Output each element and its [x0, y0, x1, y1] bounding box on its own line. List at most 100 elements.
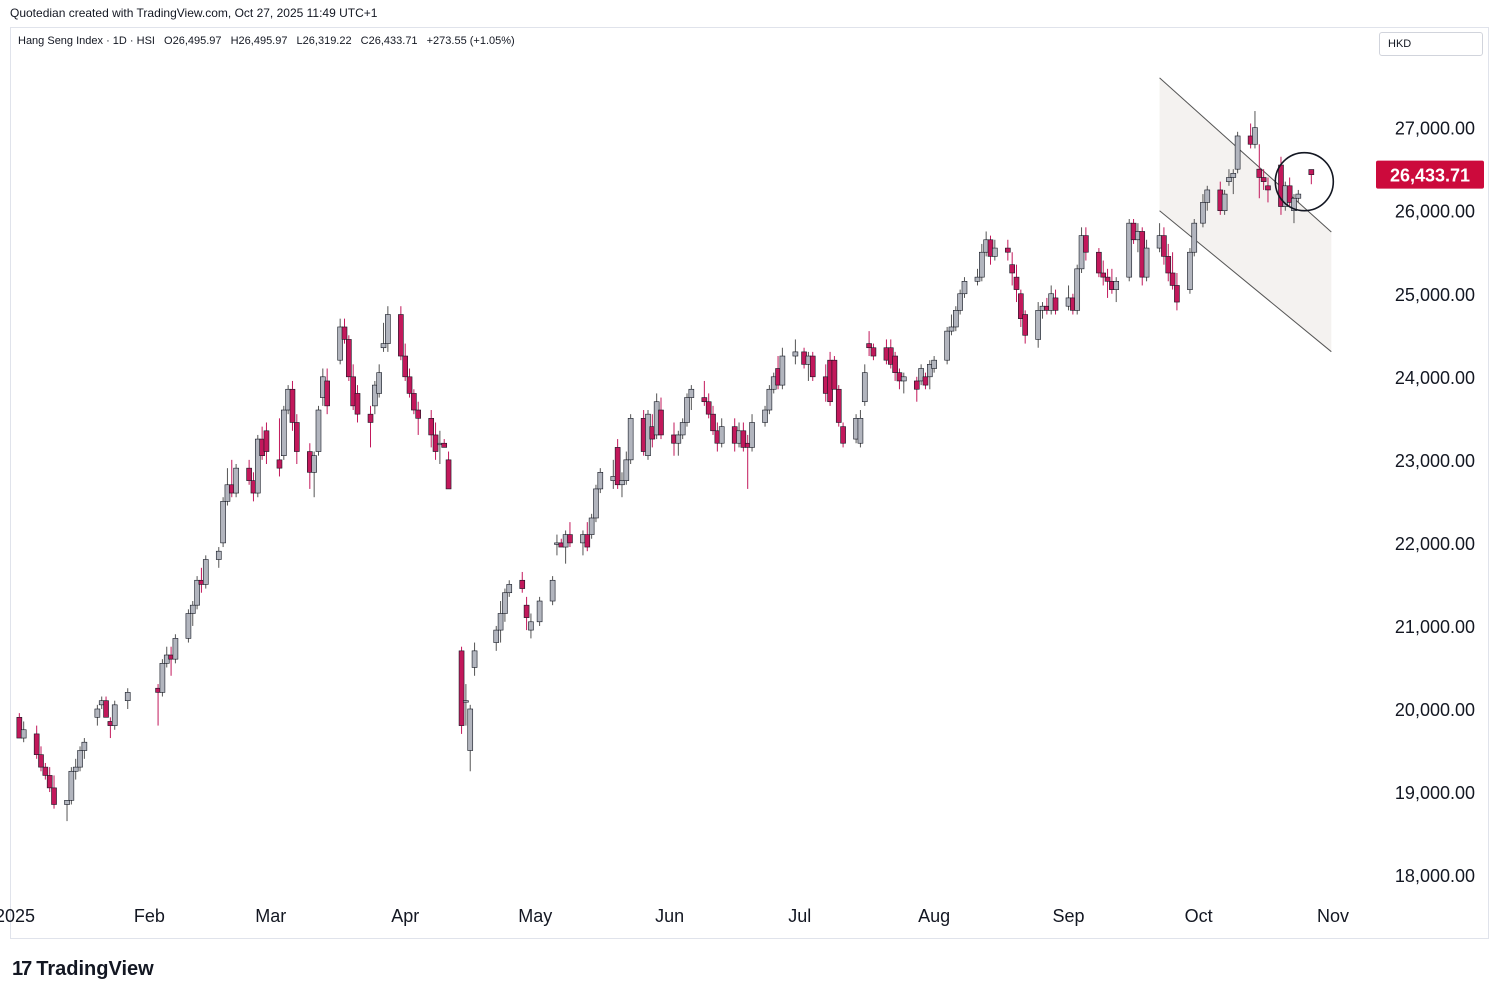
candle-body: [406, 376, 413, 394]
candle-body: [1013, 276, 1020, 290]
x-tick-label: Apr: [391, 906, 419, 926]
candle-body: [792, 351, 799, 357]
candle-body: [1200, 202, 1206, 224]
candle-body: [762, 409, 768, 423]
candle-body: [42, 766, 49, 776]
candle-body: [194, 579, 200, 606]
candle-body: [185, 613, 192, 639]
candle-body: [675, 434, 682, 444]
candle-body: [948, 326, 955, 332]
candle-body: [766, 388, 773, 411]
y-tick-label: 25,000.00: [1395, 285, 1475, 305]
y-tick-label: 23,000.00: [1395, 451, 1475, 471]
candle-body: [979, 251, 985, 278]
candle-body: [1230, 173, 1237, 178]
candle-body: [536, 600, 543, 623]
candle-body: [1096, 251, 1102, 274]
candle-body: [831, 359, 838, 390]
candle-body: [220, 501, 226, 544]
candle-body: [1295, 193, 1302, 199]
candle-body: [77, 750, 83, 768]
candle-body: [900, 376, 907, 382]
legend-high: H26,495.97: [230, 35, 288, 47]
x-tick-label: Nov: [1317, 906, 1349, 926]
channel-lower-line: [1159, 210, 1332, 353]
candle-body: [493, 629, 500, 643]
chart-frame[interactable]: [10, 27, 1489, 939]
candle-body: [857, 418, 864, 444]
candle-body: [684, 397, 690, 423]
candle-body: [124, 692, 131, 701]
candle-body: [840, 426, 846, 444]
candle-body: [337, 326, 343, 361]
tradingview-logo[interactable]: 17 TradingView: [12, 958, 154, 981]
candle-body: [679, 422, 686, 436]
candle-body: [1052, 297, 1059, 311]
candle-body: [445, 459, 452, 490]
candle-body: [1009, 264, 1015, 274]
candle-body: [215, 550, 222, 560]
candle-body: [428, 418, 435, 436]
candle-body: [588, 517, 595, 535]
candle-body: [974, 276, 981, 282]
candle-body: [159, 663, 166, 693]
candle-body: [953, 310, 959, 328]
candle-body: [1104, 276, 1111, 282]
candle-body: [1100, 272, 1107, 278]
candle-body: [922, 376, 929, 386]
candle-body: [1191, 222, 1198, 253]
x-tick-label: Jun: [655, 906, 684, 926]
candle-body: [502, 592, 508, 614]
y-tick-label: 22,000.00: [1395, 534, 1475, 554]
x-tick-label: Sep: [1053, 906, 1085, 926]
legend-low: L26,319.22: [296, 35, 352, 47]
candle-body: [623, 459, 630, 481]
candle-body: [281, 409, 287, 456]
candle-body: [718, 426, 725, 444]
candle-body: [627, 418, 634, 461]
candle-body: [835, 388, 842, 423]
last-price-tag: [1376, 160, 1484, 189]
highlight-circle: [1274, 151, 1335, 212]
candle-body: [372, 384, 378, 407]
candle-body: [1256, 168, 1263, 178]
candle-body: [1252, 127, 1258, 145]
candle-body: [354, 393, 361, 415]
candle-body: [51, 787, 57, 805]
candle-body: [172, 638, 179, 660]
candle-body: [931, 359, 937, 369]
candle-body: [1260, 177, 1267, 182]
candle-body: [1174, 285, 1180, 303]
candle-body: [350, 376, 356, 407]
candle-body: [961, 280, 968, 295]
candle-body: [1291, 197, 1297, 212]
candle-body: [597, 472, 604, 490]
candle-body: [1308, 169, 1315, 175]
candle-body: [918, 368, 924, 382]
candle-body: [1221, 193, 1228, 212]
candle-body: [1187, 251, 1193, 290]
candle-body: [380, 343, 387, 349]
candle-body: [614, 447, 621, 486]
candle-body: [957, 293, 963, 311]
x-tick-label: Oct: [1185, 906, 1213, 926]
candle-body: [1074, 268, 1081, 311]
currency-selector[interactable]: HKD: [1379, 32, 1483, 56]
candle-body: [519, 579, 526, 589]
candle-body: [861, 372, 868, 403]
candle-body: [740, 430, 747, 448]
candle-body: [523, 604, 530, 618]
candle-body: [506, 584, 513, 594]
y-tick-label: 27,000.00: [1395, 119, 1475, 139]
candle-body: [809, 355, 816, 378]
y-tick-label: 19,000.00: [1395, 783, 1475, 803]
candle-body: [1234, 135, 1241, 170]
candle-body: [1226, 177, 1232, 182]
candle-body: [294, 422, 300, 452]
candle-body: [367, 413, 374, 423]
candle-body: [64, 800, 70, 805]
y-tick-label: 26,000.00: [1395, 202, 1475, 222]
candle-body: [992, 247, 998, 257]
x-tick-label: 2025: [0, 906, 35, 926]
